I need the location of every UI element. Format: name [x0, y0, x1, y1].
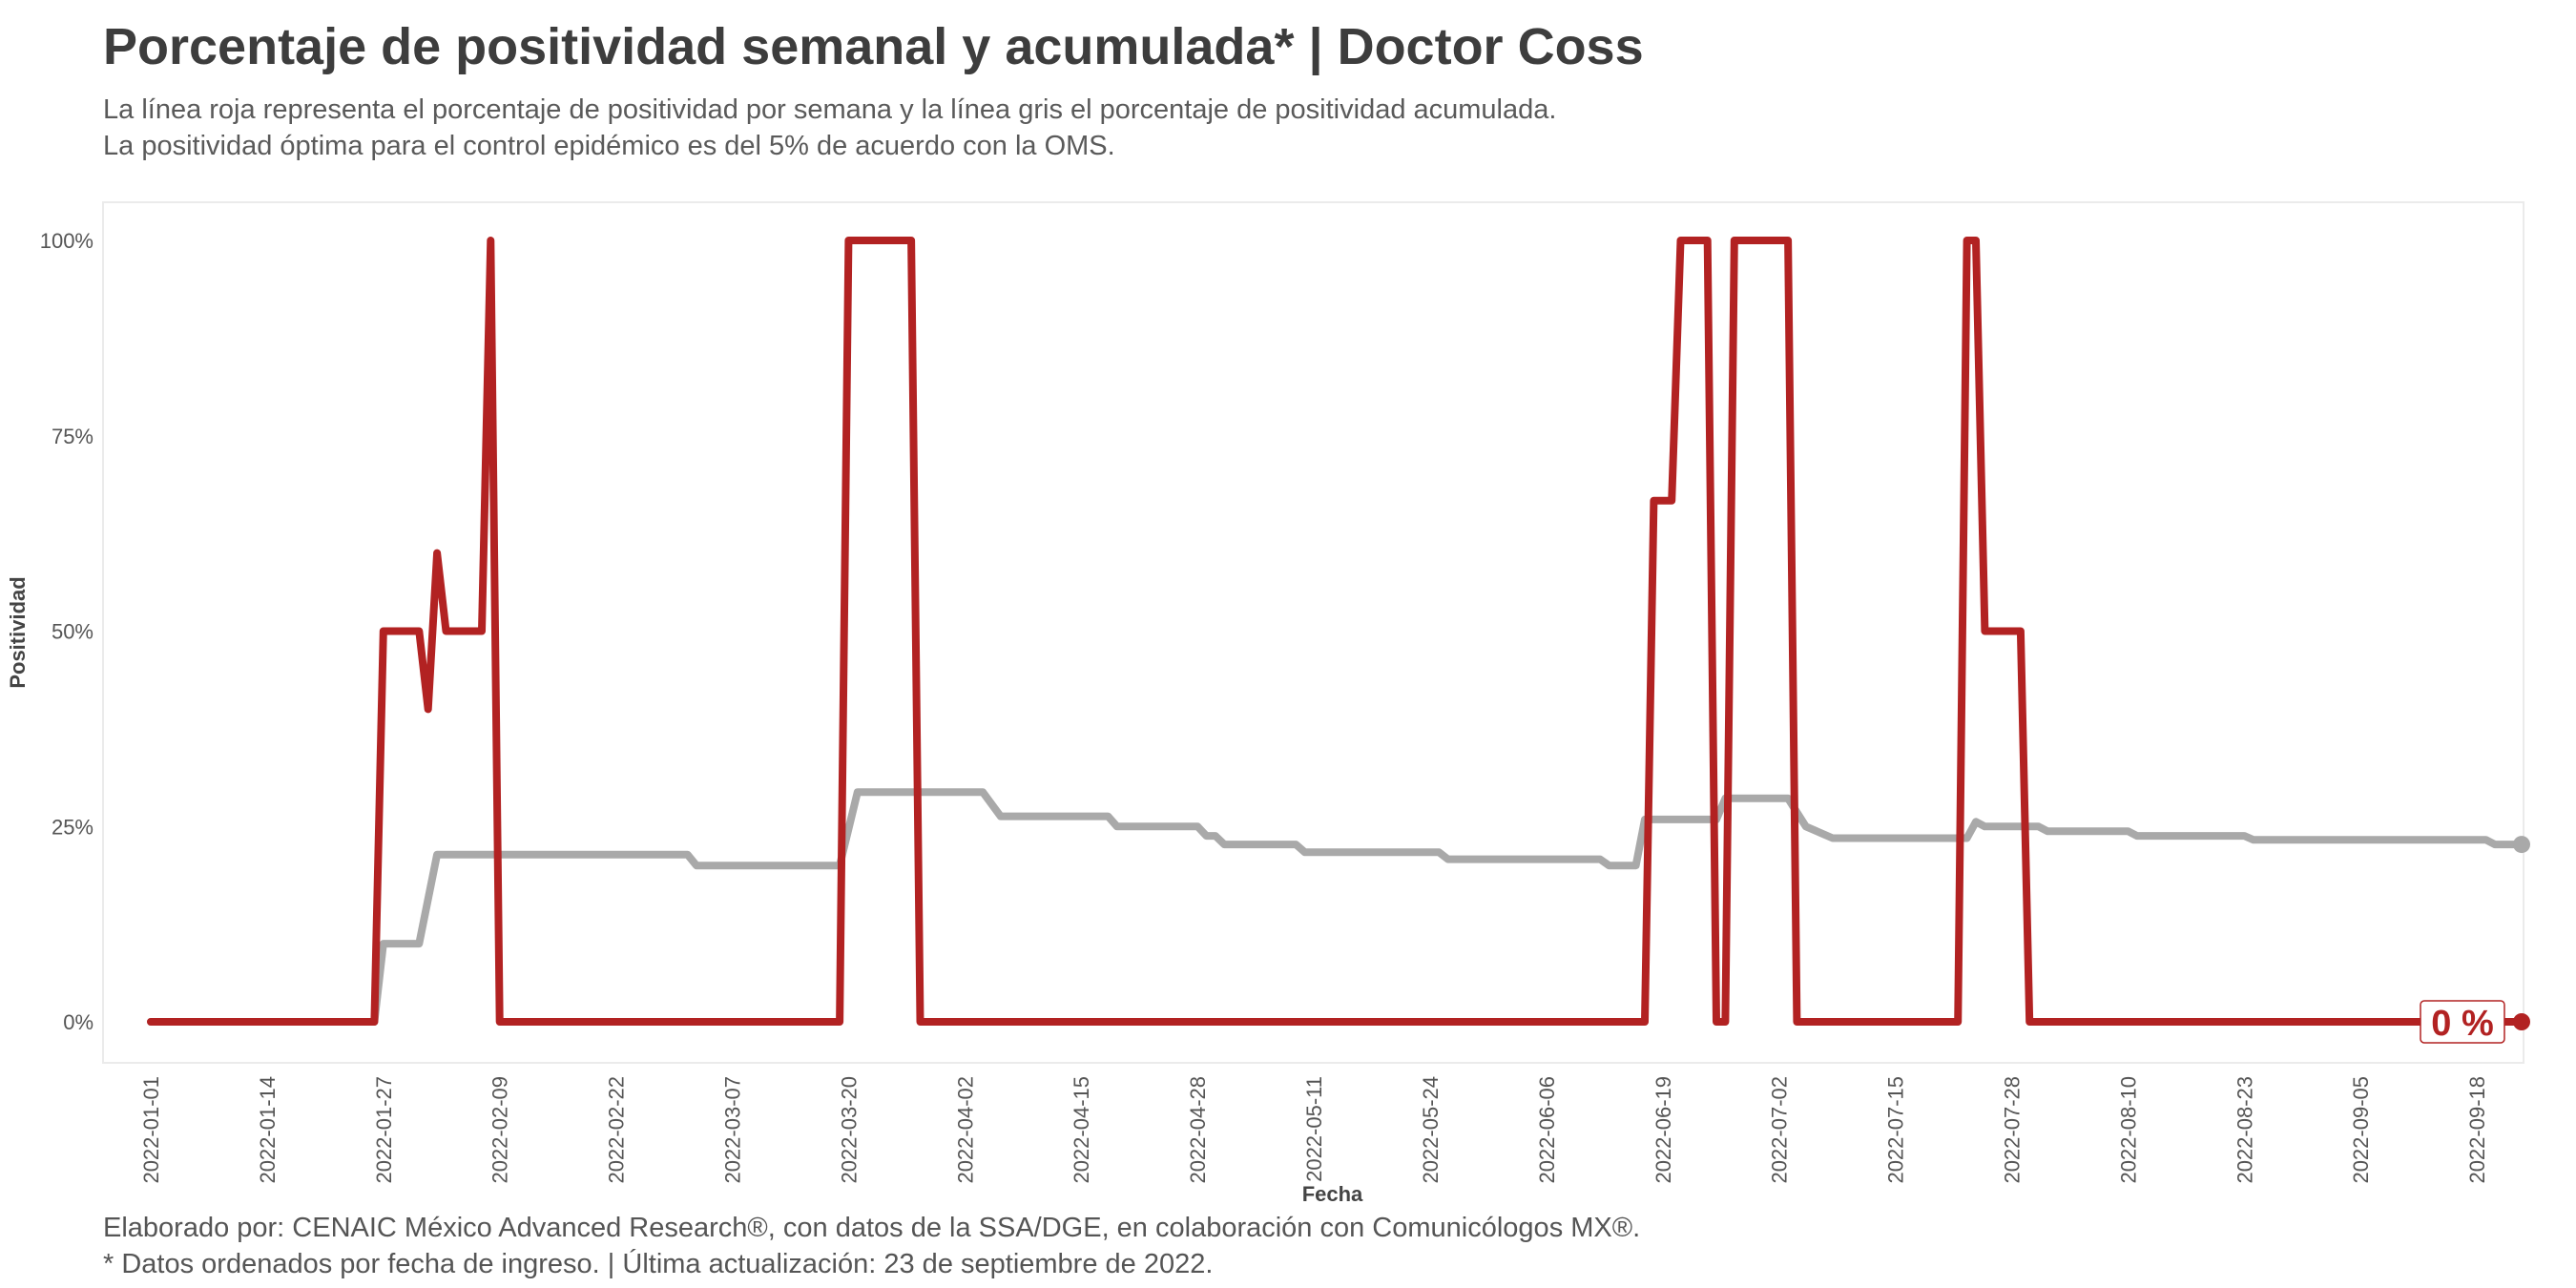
x-tick-label: 2022-01-14: [256, 1076, 280, 1184]
end-value-label-box: [2420, 1000, 2505, 1044]
x-tick-label: 2022-05-24: [1419, 1076, 1443, 1184]
x-axis: 2022-01-01 2022-01-14 2022-01-27 2022-02-09…: [139, 1076, 2489, 1184]
subtitle-line-2: La positividad óptima para el control ep…: [103, 131, 1115, 161]
caption-line-1: Elaborado por: CENAIC México Advanced Re…: [103, 1213, 1641, 1243]
x-tick-label: 2022-09-18: [2465, 1076, 2489, 1184]
x-tick-label: 2022-09-05: [2349, 1076, 2373, 1184]
y-axis: 0% 25% 50% 75% 100%: [40, 229, 93, 1034]
x-tick-label: 2022-05-11: [1302, 1076, 1326, 1182]
x-tick-label: 2022-07-15: [1884, 1076, 1908, 1184]
x-tick-label: 2022-02-09: [488, 1076, 512, 1184]
x-tick-label: 2022-01-01: [139, 1076, 163, 1184]
subtitle-line-1: La línea roja representa el porcentaje d…: [103, 94, 1557, 125]
x-tick-label: 2022-07-28: [2000, 1076, 2024, 1184]
y-tick-label: 0%: [63, 1010, 93, 1034]
cumulative-series-line: [147, 788, 2525, 1026]
x-tick-label: 2022-04-15: [1070, 1076, 1093, 1184]
y-tick-label: 50%: [52, 620, 93, 644]
caption-line-2: * Datos ordenados por fecha de ingreso. …: [103, 1249, 1214, 1279]
x-tick-label: 2022-06-06: [1535, 1076, 1559, 1184]
chart-title: Porcentaje de positividad semanal y acum…: [103, 18, 1644, 75]
plot-panel: [102, 201, 2524, 1064]
end-value-label-text: 0 %: [2431, 1004, 2493, 1044]
x-tick-label: 2022-02-22: [605, 1076, 629, 1184]
x-tick-label: 2022-08-10: [2116, 1076, 2140, 1184]
x-tick-label: 2022-06-19: [1652, 1076, 1675, 1184]
chart-caption: Elaborado por: CENAIC México Advanced Re…: [103, 1210, 1640, 1282]
series-lines: [147, 237, 2525, 1026]
end-markers: 0 %: [2420, 836, 2530, 1044]
x-tick-label: 2022-08-23: [2233, 1076, 2256, 1184]
x-axis-label: Fecha: [1302, 1182, 1363, 1206]
x-tick-label: 2022-03-20: [837, 1076, 861, 1184]
chart-subtitle: La línea roja representa el porcentaje d…: [103, 92, 1556, 164]
y-axis-label: Positividad: [6, 576, 30, 688]
y-tick-label: 25%: [52, 815, 93, 839]
x-tick-label: 2022-01-27: [372, 1076, 396, 1184]
weekly-end-point: [2513, 1013, 2530, 1030]
y-tick-label: 75%: [52, 425, 93, 448]
x-tick-label: 2022-03-07: [721, 1076, 745, 1184]
weekly-series-line: [147, 237, 2525, 1026]
end-value-label: 0 %: [2420, 1000, 2505, 1044]
x-tick-label: 2022-04-02: [953, 1076, 977, 1184]
x-tick-label: 2022-07-02: [1768, 1076, 1792, 1184]
y-tick-label: 100%: [40, 229, 93, 253]
x-tick-label: 2022-04-28: [1186, 1076, 1210, 1184]
cumulative-end-point: [2513, 836, 2530, 854]
